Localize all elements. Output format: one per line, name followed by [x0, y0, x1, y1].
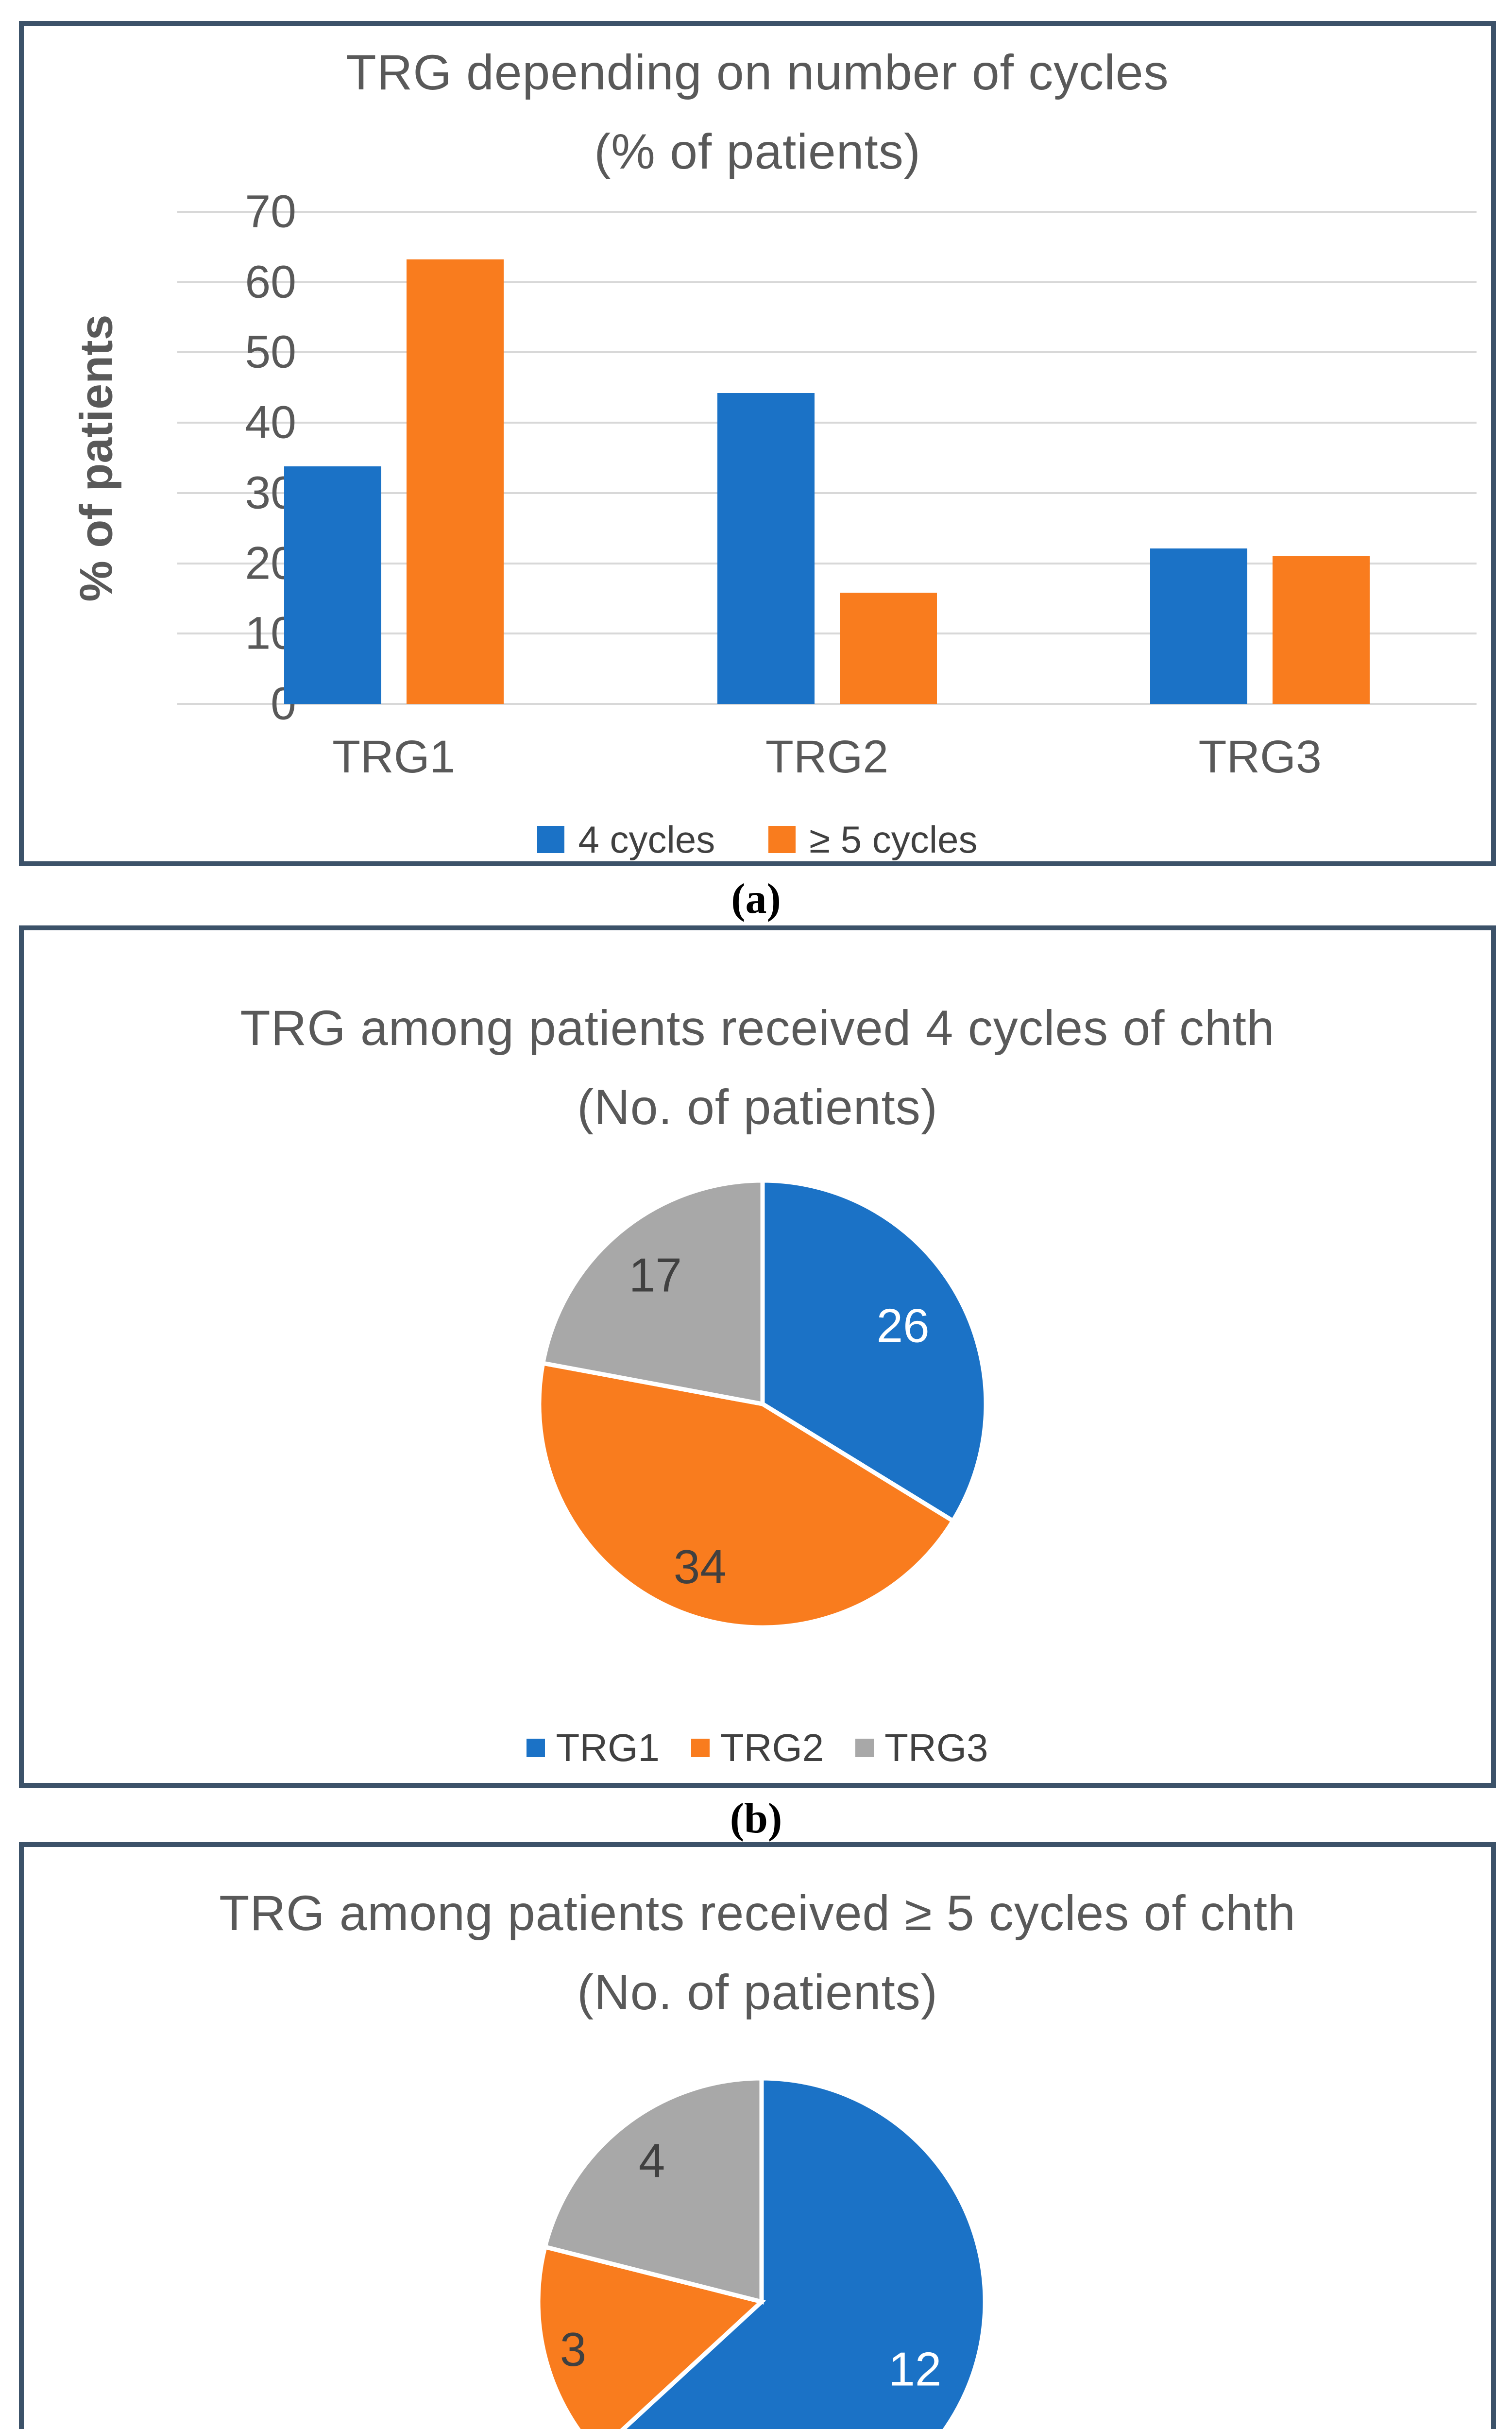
legend-marker-≥ 5 cycles [768, 826, 796, 853]
y-tick-40: 40 [245, 396, 296, 448]
pie-chart-panel-5plus-cycles: TRG among patients received ≥ 5 cycles o… [19, 1842, 1496, 2429]
bar-chart-title-line1: TRG depending on number of cycles [346, 45, 1169, 100]
bar-chart-area: TRG depending on number of cycles (% of … [24, 26, 1491, 861]
pie-chart-area-5plus-cycles: TRG among patients received ≥ 5 cycles o… [24, 1847, 1491, 2429]
legend-marker-TRG2 [691, 1739, 710, 1757]
y-tick-30: 30 [245, 467, 296, 519]
legend-label: 4 cycles [578, 818, 715, 861]
legend-label: TRG1 [556, 1726, 660, 1769]
pie-value-label-TRG1: 26 [877, 1299, 930, 1352]
pie-slice-TRG3 [540, 1178, 765, 1407]
bar-TRG1-series-2 [406, 259, 504, 704]
y-tick-0: 0 [271, 678, 296, 730]
pie-b: 26 34 17 [537, 1178, 988, 1630]
pie-value-label-TRG3: 4 [639, 2134, 665, 2188]
pie-c-title: TRG among patients received ≥ 5 cycles o… [24, 1874, 1491, 2032]
bar-chart-title: TRG depending on number of cycles (% of … [24, 33, 1491, 191]
pie-slice-TRG2 [536, 2244, 766, 2429]
legend-label: ≥ 5 cycles [809, 818, 978, 861]
pie-chart-area-4-cycles: TRG among patients received 4 cycles of … [24, 930, 1491, 1783]
caption-a: (a) [731, 875, 781, 923]
bar-chart-panel: TRG depending on number of cycles (% of … [19, 21, 1496, 866]
pie-b-title-line2: (No. of patients) [577, 1079, 938, 1135]
pie-c: 12 3 4 [536, 2076, 987, 2429]
gridline-60 [177, 281, 1477, 283]
legend-label: TRG3 [884, 1726, 988, 1769]
gridline-20 [177, 562, 1477, 564]
pie-c-title-line2: (No. of patients) [577, 1965, 938, 2020]
bar-plot: 0 10 20 30 40 50 60 70 TRG1 TRG2 TRG3 [177, 186, 1477, 783]
gridline-0 [177, 703, 1477, 705]
legend-item-TRG3: TRG3 [855, 1726, 988, 1770]
y-tick-10: 10 [245, 607, 296, 659]
gridline-70 [177, 211, 1477, 213]
gridline-10 [177, 633, 1477, 635]
pie-slice-TRG1 [620, 2076, 987, 2429]
category-label-TRG1: TRG1 [332, 731, 456, 783]
y-tick-60: 60 [245, 256, 296, 308]
pie-slice-TRG3 [542, 2076, 764, 2305]
pie-b-title: TRG among patients received 4 cycles of … [24, 989, 1491, 1147]
bar-TRG2-series-2 [839, 593, 937, 704]
y-tick-70: 70 [245, 186, 296, 238]
y-axis-title: % of patients [70, 314, 122, 602]
legend-item-TRG2: TRG2 [691, 1726, 824, 1770]
pie-chart-panel-4-cycles: TRG among patients received 4 cycles of … [19, 925, 1496, 1788]
pie-b-title-line1: TRG among patients received 4 cycles of … [240, 1000, 1275, 1056]
y-tick-50: 50 [245, 326, 296, 378]
category-label-TRG3: TRG3 [1198, 731, 1322, 783]
legend-marker-TRG1 [527, 1739, 545, 1757]
gridline-30 [177, 492, 1477, 494]
gridline-50 [177, 351, 1477, 354]
gridline-40 [177, 422, 1477, 424]
legend-item-≥ 5 cycles: ≥ 5 cycles [768, 818, 978, 862]
bar-TRG1-series-1 [284, 466, 381, 704]
bar-chart-title-line2: (% of patients) [594, 124, 921, 180]
pie-value-label-TRG1: 12 [888, 2343, 941, 2396]
legend-label: TRG2 [720, 1726, 824, 1769]
category-label-TRG2: TRG2 [765, 731, 889, 783]
pie-value-label-TRG3: 17 [629, 1249, 682, 1302]
bar-TRG3-series-1 [1150, 548, 1248, 704]
legend-item-4 cycles: 4 cycles [537, 818, 715, 862]
caption-b: (b) [730, 1795, 782, 1842]
pie-slice-TRG2 [537, 1360, 956, 1630]
pie-c-title-line1: TRG among patients received ≥ 5 cycles o… [219, 1885, 1296, 1941]
pie-b-legend: TRG1 TRG2 TRG3 [24, 1724, 1491, 1772]
bar-TRG3-series-2 [1273, 555, 1370, 704]
legend-marker-TRG3 [855, 1739, 874, 1757]
bar-chart-legend: 4 cycles ≥ 5 cycles [24, 813, 1491, 861]
legend-item-TRG1: TRG1 [527, 1726, 660, 1770]
bar-TRG2-series-1 [717, 393, 815, 704]
pie-value-label-TRG2: 34 [674, 1540, 727, 1593]
y-tick-20: 20 [245, 537, 296, 589]
legend-marker-4 cycles [537, 826, 565, 853]
pie-value-label-TRG2: 3 [560, 2323, 587, 2376]
